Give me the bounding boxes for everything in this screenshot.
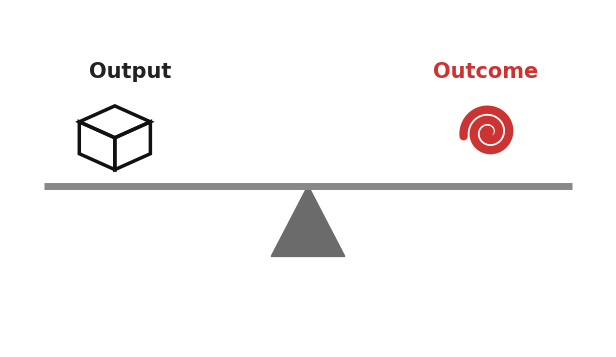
Text: Output: Output bbox=[89, 62, 171, 82]
Text: Outcome: Outcome bbox=[433, 62, 538, 82]
Polygon shape bbox=[271, 186, 345, 256]
